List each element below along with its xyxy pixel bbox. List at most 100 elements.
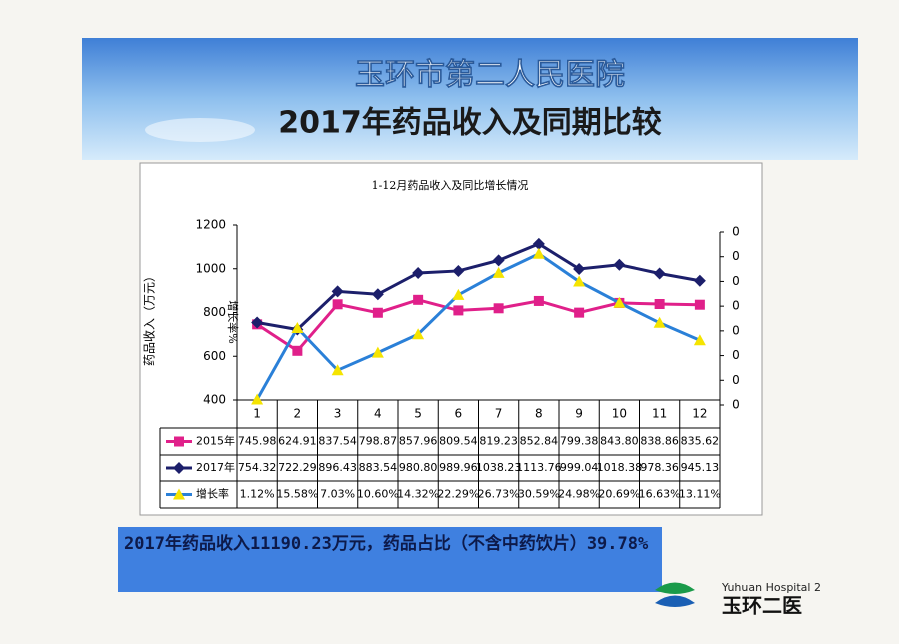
note-box — [118, 527, 662, 592]
marker — [693, 334, 706, 346]
table-value: 26.73% — [478, 488, 520, 501]
table-value: 16.63% — [639, 488, 681, 501]
chart-box — [139, 162, 763, 516]
marker — [173, 488, 185, 500]
marker — [573, 275, 586, 287]
table-value: 837.54 — [318, 435, 357, 448]
table-value: 20.69% — [598, 488, 640, 501]
table-value: 624.91 — [278, 435, 317, 448]
table-value: 945.13 — [681, 461, 720, 474]
y2-tick-label: 0 — [732, 249, 740, 263]
marker — [573, 262, 586, 275]
splash — [145, 118, 255, 142]
note: 2017年药品收入11190.23万元，药品占比（不含中药饮片）39.78% — [124, 534, 649, 554]
marker — [292, 345, 303, 356]
marker — [452, 264, 465, 277]
marker — [532, 237, 545, 250]
x-tick-label: 10 — [612, 407, 627, 421]
table-value: 999.04 — [560, 461, 599, 474]
table-value: 852.84 — [520, 435, 559, 448]
table-value: 1038.23 — [476, 461, 522, 474]
table-value: 24.98% — [558, 488, 600, 501]
series-line — [256, 242, 701, 332]
marker — [173, 462, 185, 474]
table-value: 896.43 — [318, 461, 357, 474]
slide-title: 玉环市第二人民医院 — [355, 58, 625, 93]
marker — [613, 296, 626, 308]
logo-cn: 玉环二医 — [722, 594, 802, 618]
table-value: 838.86 — [640, 435, 679, 448]
marker — [653, 316, 666, 328]
x-tick-label: 7 — [495, 407, 503, 421]
y2-tick-label: 0 — [732, 348, 740, 362]
x-tick-label: 1 — [253, 407, 261, 421]
marker — [653, 267, 666, 280]
table-value: 798.87 — [359, 435, 398, 448]
y2-tick-label: 0 — [732, 225, 740, 239]
table-value: 1018.38 — [597, 461, 643, 474]
table-value: 978.36 — [640, 461, 679, 474]
y-tick-label: 600 — [203, 349, 226, 363]
table-value: 989.96 — [439, 461, 478, 474]
marker — [533, 295, 544, 306]
table-value: 980.80 — [399, 461, 438, 474]
table-value: 10.60% — [357, 488, 399, 501]
y2-tick-label: 0 — [732, 373, 740, 387]
x-tick-label: 12 — [692, 407, 707, 421]
table-value: 835.62 — [681, 435, 720, 448]
marker — [371, 346, 384, 358]
marker — [413, 294, 424, 305]
marker — [291, 321, 304, 333]
legend-label: 2017年 — [196, 460, 235, 474]
marker — [493, 303, 504, 314]
marker — [613, 258, 626, 271]
marker — [251, 316, 264, 329]
table-value: 745.98 — [238, 435, 277, 448]
table-value: 883.54 — [359, 461, 398, 474]
table-value: 13.11% — [679, 488, 721, 501]
marker — [331, 285, 344, 298]
marker — [412, 266, 425, 279]
note-wrap: 2017年药品收入11190.23万元，药品占比（不含中药饮片）39.78% — [124, 534, 649, 554]
series-line — [256, 298, 700, 353]
marker — [654, 298, 665, 309]
marker — [453, 305, 464, 316]
logo-wave — [655, 582, 695, 594]
chart-title: 1-12月药品收入及同比增长情况 — [372, 178, 529, 192]
table-value: 14.32% — [397, 488, 439, 501]
x-tick-label: 4 — [374, 407, 382, 421]
x-tick-label: 11 — [652, 407, 667, 421]
table-value: 15.58% — [276, 488, 318, 501]
table-value: 30.59% — [518, 488, 560, 501]
marker — [371, 288, 384, 301]
y2-tick-label: 0 — [732, 274, 740, 288]
y-tick-label: 400 — [203, 393, 226, 407]
marker — [492, 266, 505, 278]
marker — [412, 328, 425, 340]
table-value: 22.29% — [437, 488, 479, 501]
table-value: 819.23 — [479, 435, 518, 448]
table-value: 857.96 — [399, 435, 438, 448]
table-value: 1113.76 — [516, 461, 562, 474]
legend-label: 2015年 — [196, 434, 235, 448]
marker — [174, 436, 184, 447]
marker — [693, 274, 706, 287]
marker — [694, 299, 705, 310]
logo: Yuhuan Hospital 2 玉环二医 — [655, 581, 821, 618]
marker — [332, 299, 343, 310]
x-tick-label: 5 — [414, 407, 422, 421]
x-tick-label: 9 — [575, 407, 583, 421]
x-tick-label: 8 — [535, 407, 543, 421]
y2-tick-label: 0 — [732, 323, 740, 337]
slide-subtitle: 2017年药品收入及同期比较 — [278, 106, 662, 141]
marker — [492, 254, 505, 267]
x-tick-label: 3 — [334, 407, 342, 421]
marker — [251, 393, 264, 405]
table-value: 843.80 — [600, 435, 639, 448]
x-tick-label: 2 — [294, 407, 302, 421]
y2-tick-label: 0 — [732, 398, 740, 412]
table-value: 799.38 — [560, 435, 599, 448]
y2-axis-label: 增长率% — [226, 300, 240, 343]
marker — [331, 364, 344, 376]
